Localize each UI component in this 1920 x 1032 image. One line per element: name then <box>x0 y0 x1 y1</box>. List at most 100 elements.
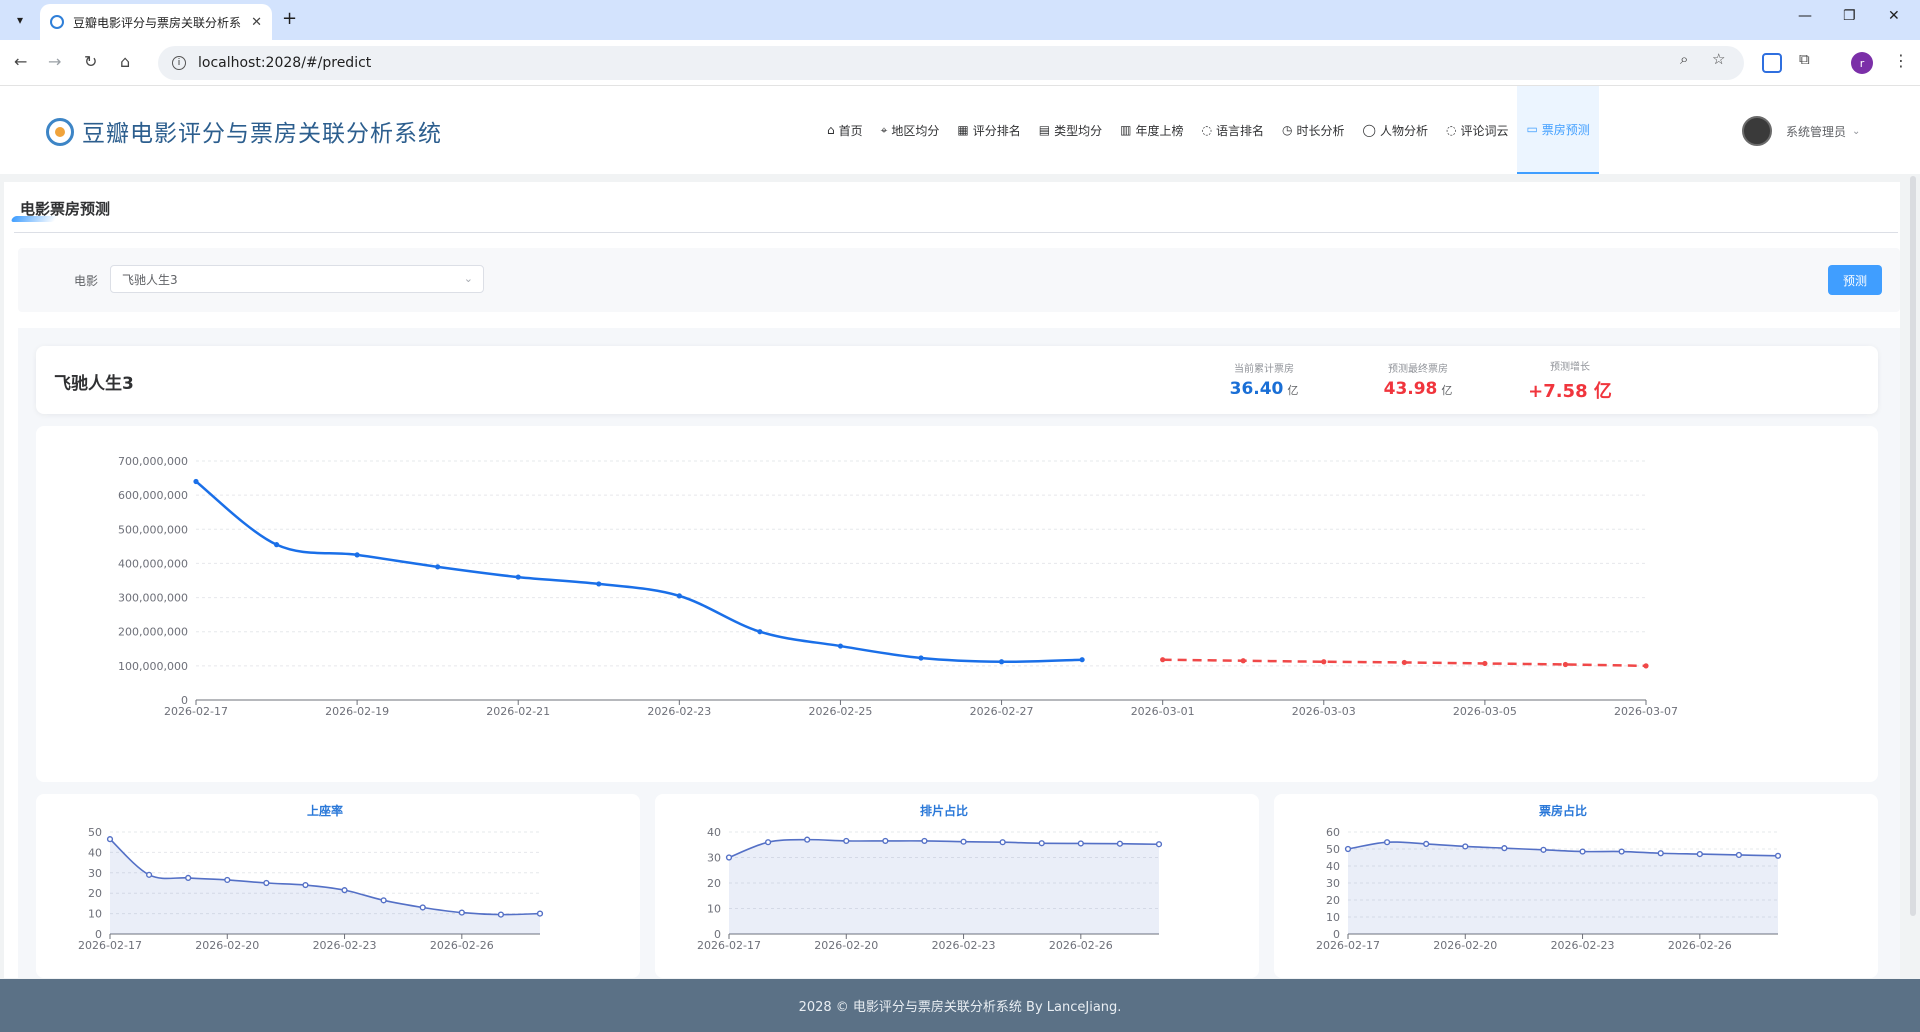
stat-predicted-growth: 预测增长 +7.58 亿 <box>1520 358 1620 403</box>
nav-item-2[interactable]: ▦ 评分排名 <box>948 86 1029 174</box>
nav-item-9[interactable]: ▭ 票房预测 <box>1517 86 1599 174</box>
x-tick-label: 2026-03-07 <box>1614 705 1678 718</box>
x-tick-label: 2026-02-17 <box>164 705 228 718</box>
site-info-icon[interactable]: i <box>172 56 186 70</box>
stat-unit: 亿 <box>1287 384 1299 397</box>
data-point <box>837 643 844 649</box>
data-point <box>1482 660 1488 667</box>
data-point <box>921 837 928 845</box>
data-point <box>1116 840 1124 847</box>
data-point <box>764 839 772 846</box>
back-icon[interactable]: ← <box>14 52 28 71</box>
comment-icon: ◌ <box>1445 123 1457 137</box>
occupancy-chart: 上座率 0 10 20 30 40 50 2026-02-17 2026-02-20 2026-0… <box>78 803 544 952</box>
nav-item-4[interactable]: ▥ 年度上榜 <box>1111 86 1192 174</box>
area-fill <box>1348 841 1778 934</box>
forward-icon[interactable]: → <box>48 52 62 71</box>
chevron-down-icon: ⌄ <box>1852 125 1861 137</box>
y-tick-label: 600,000,000 <box>118 489 188 502</box>
home-page-icon[interactable]: ⌂ <box>120 52 131 71</box>
data-point <box>1321 659 1327 665</box>
nav-item-6[interactable]: ◷ 时长分析 <box>1273 86 1354 174</box>
data-point <box>725 854 733 861</box>
restore-icon[interactable]: ❐ <box>1843 8 1856 24</box>
x-tick-label: 2026-02-20 <box>814 939 878 952</box>
data-point <box>1240 658 1246 664</box>
series-line <box>728 838 1160 859</box>
nav-item-0[interactable]: ⌂ 首页 <box>818 86 872 174</box>
reload-icon[interactable]: ↻ <box>84 52 98 71</box>
stat-predicted-final: 预测最终票房 43.98 亿 <box>1368 360 1468 399</box>
series-line <box>1347 841 1779 857</box>
y-tick-label: 20 <box>1326 894 1340 907</box>
y-tick-label: 10 <box>88 908 102 921</box>
user-avatar[interactable] <box>1742 116 1772 146</box>
nav-item-5[interactable]: ◌ 语言排名 <box>1193 86 1274 174</box>
x-tick-label: 2026-02-23 <box>1551 939 1615 952</box>
nav-item-label: 人物分析 <box>1379 123 1428 138</box>
data-point <box>380 897 387 904</box>
stat-value: +7.58 亿 <box>1528 381 1612 402</box>
browser-menu-icon[interactable]: ⋮ <box>1893 51 1909 70</box>
filter-bar: 电影 飞驰人生3 ⌄ 预测 <box>18 248 1900 312</box>
address-bar[interactable]: i localhost:2028/#/predict <box>158 46 1744 80</box>
y-tick-label: 0 <box>95 928 102 941</box>
data-point <box>676 593 682 599</box>
data-point <box>263 879 270 887</box>
data-point <box>224 876 231 884</box>
nav-item-7[interactable]: ◯ 人物分析 <box>1354 86 1437 174</box>
stat-label: 当前累计票房 <box>1234 364 1294 375</box>
nav-item-3[interactable]: ▤ 类型均分 <box>1030 86 1111 174</box>
data-point <box>1155 841 1163 848</box>
data-point <box>354 552 360 558</box>
x-tick-label: 2026-02-17 <box>78 939 142 952</box>
chart-title: 排片占比 <box>920 803 968 818</box>
tab-search-chevron-icon[interactable]: ▾ <box>16 13 24 27</box>
user-menu[interactable]: 系统管理员 ⌄ <box>1742 116 1860 146</box>
close-window-icon[interactable]: ✕ <box>1888 8 1900 24</box>
movie-title: 飞驰人生3 <box>54 374 134 394</box>
data-point <box>804 836 811 843</box>
data-point <box>1735 851 1743 859</box>
data-point <box>145 871 153 878</box>
x-tick-label: 2026-02-17 <box>697 939 761 952</box>
bookmark-star-icon[interactable]: ☆ <box>1712 50 1726 68</box>
stat-value: 36.40 <box>1229 379 1284 399</box>
nav-item-label: 首页 <box>838 123 863 138</box>
data-point <box>1579 848 1586 855</box>
box-office-share-card: 票房占比 0 10 20 30 40 50 60 2026-02-17 2026-02-20 202… <box>1274 794 1878 978</box>
movie-select-value: 飞驰人生3 <box>122 272 178 287</box>
x-tick-label: 2026-02-20 <box>195 939 259 952</box>
browser-tab[interactable]: 豆瓣电影评分与票房关联分析系 ✕ <box>40 4 272 40</box>
document-icon: ▤ <box>1038 123 1051 137</box>
area-fill <box>110 839 540 934</box>
puzzle-icon[interactable]: ⧉ <box>1799 50 1810 68</box>
profile-avatar[interactable]: r <box>1851 52 1873 74</box>
x-tick-label: 2026-02-20 <box>1433 939 1497 952</box>
movie-select[interactable]: 飞驰人生3 ⌄ <box>110 265 484 293</box>
stat-label: 预测最终票房 <box>1388 364 1448 375</box>
timer-icon: ◷ <box>1282 123 1293 137</box>
box-office-share-chart: 票房占比 0 10 20 30 40 50 60 2026-02-17 2026-02-20 202… <box>1316 803 1782 952</box>
extension-icon[interactable] <box>1762 53 1782 73</box>
data-point <box>1696 850 1703 858</box>
page-scrollbar[interactable] <box>1910 176 1916 916</box>
nav-item-8[interactable]: ◌ 评论词云 <box>1437 86 1518 174</box>
minimize-icon[interactable]: — <box>1798 8 1812 24</box>
film-reel-logo-icon <box>46 118 74 146</box>
close-tab-icon[interactable]: ✕ <box>251 14 262 30</box>
data-point <box>918 655 924 661</box>
new-tab-icon[interactable]: + <box>282 8 298 29</box>
browser-tab-bar: ▾ 豆瓣电影评分与票房关联分析系 ✕ + — ❐ ✕ <box>0 0 1920 40</box>
nav-item-1[interactable]: ⌖ 地区均分 <box>872 86 949 174</box>
data-point <box>1423 840 1430 848</box>
footer-text: 2028 © 电影评分与票房关联分析系统 By LanceJiang. <box>798 1000 1122 1015</box>
predict-button[interactable]: 预测 <box>1828 265 1882 295</box>
data-point <box>458 909 465 916</box>
nav-item-label: 时长分析 <box>1296 123 1345 138</box>
y-tick-label: 0 <box>181 694 188 707</box>
y-tick-label: 500,000,000 <box>118 523 188 536</box>
stat-current-box-office: 当前累计票房 36.40 亿 <box>1214 360 1314 399</box>
data-point <box>497 911 505 918</box>
zoom-icon[interactable]: ⌕ <box>1680 50 1689 68</box>
